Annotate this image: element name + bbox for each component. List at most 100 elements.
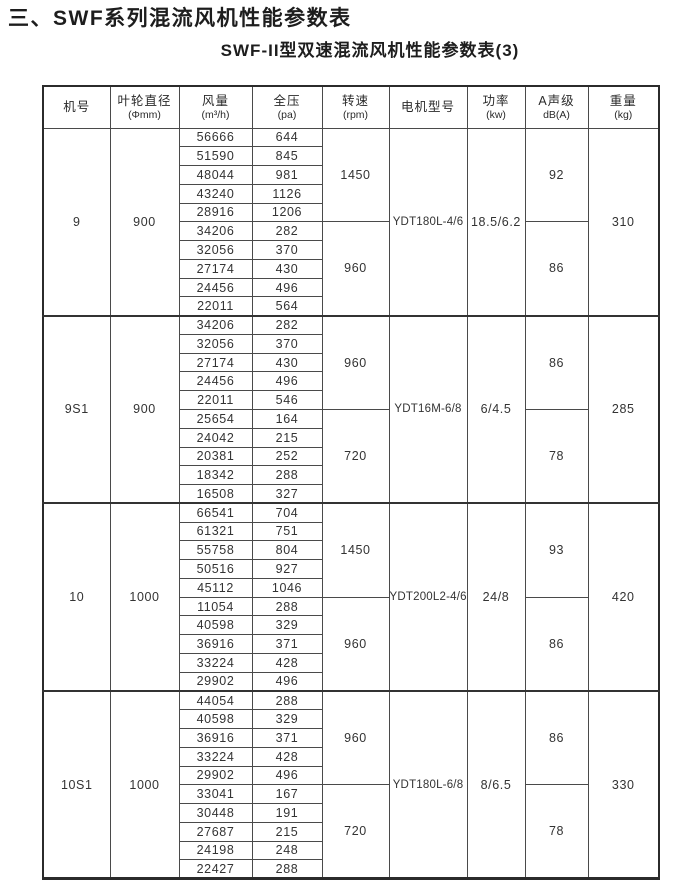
column-header-1: 叶轮直径 (Φmm) [109, 85, 180, 129]
cell-airflow: 32056 [178, 240, 253, 260]
table-row: 40598 329 [43, 709, 659, 729]
cell-motor-model: YDT180L-6/8 [388, 689, 468, 880]
cell-pressure: 282 [251, 221, 323, 242]
cell-pressure: 1126 [251, 183, 323, 204]
cell-pressure: 704 [251, 502, 323, 523]
cell-speed: 720 [321, 784, 390, 880]
cell-weight: 330 [587, 689, 660, 880]
table-row: 33041 167 720 78 [43, 784, 659, 880]
cell-pressure: 215 [251, 427, 323, 448]
cell-pressure: 282 [251, 314, 323, 335]
cell-motor-model: YDT200L2-4/6 [388, 502, 468, 692]
cell-airflow: 29902 [178, 671, 253, 692]
cell-weight: 285 [587, 314, 660, 504]
cell-pressure: 248 [251, 840, 323, 861]
cell-airflow: 36916 [178, 728, 253, 748]
column-header-0: 机号 [42, 85, 111, 129]
table-row: 24456 496 [43, 277, 659, 298]
cell-pressure: 371 [251, 728, 323, 748]
cell-pressure: 329 [251, 615, 323, 636]
table-row: 16508 327 [43, 484, 659, 504]
table-row: 22011 546 [43, 390, 659, 410]
cell-airflow: 11054 [178, 596, 253, 617]
cell-airflow: 27687 [178, 821, 253, 842]
column-header-name: 重量 [609, 93, 637, 108]
cell-airflow: 22011 [178, 296, 253, 317]
cell-pressure: 329 [251, 709, 323, 729]
cell-pressure: 428 [251, 746, 323, 767]
table-row: 36916 371 [43, 728, 659, 748]
cell-pressure: 981 [251, 165, 323, 185]
cell-pressure: 430 [251, 352, 323, 373]
cell-airflow: 56666 [178, 127, 253, 148]
cell-impeller-diameter: 1000 [109, 689, 180, 880]
cell-pressure: 371 [251, 634, 323, 654]
cell-motor-model: YDT180L-4/6 [388, 127, 468, 317]
table-subtitle: SWF-II型双速混流风机性能参数表(3) [220, 41, 520, 60]
cell-airflow: 22427 [178, 859, 253, 880]
table-row: 27174 430 [43, 258, 659, 279]
cell-pressure: 215 [251, 821, 323, 842]
cell-airflow: 20381 [178, 446, 253, 467]
column-header-2: 风量 (m³/h) [178, 85, 253, 129]
cell-pressure: 164 [251, 408, 323, 429]
column-header-name: 机号 [63, 99, 91, 114]
cell-motor-model: YDT16M-6/8 [388, 314, 468, 504]
header-row: 机号 叶轮直径 (Φmm) 风量 (m³/h) 全压 (pa) 转速 (rpm) 电机型号 功率 (k… [42, 85, 660, 129]
cell-model-no: 10S1 [42, 689, 111, 880]
cell-airflow: 33224 [178, 652, 253, 673]
cell-noise-level: 78 [524, 784, 589, 880]
cell-noise-level: 78 [524, 408, 589, 504]
cell-pressure: 751 [251, 521, 323, 542]
table-row: 29902 496 [43, 671, 659, 692]
cell-pressure: 370 [251, 333, 323, 354]
cell-power: 6/4.5 [466, 314, 526, 504]
cell-speed: 960 [321, 314, 390, 410]
table-row: 29902 496 [43, 765, 659, 786]
cell-impeller-diameter: 900 [109, 127, 180, 317]
table-row: 24456 496 [43, 371, 659, 392]
cell-airflow: 22011 [178, 390, 253, 410]
cell-airflow: 27174 [178, 258, 253, 279]
table-row: 10S1 1000 44054 288 960 YDT180L-6/8 8/6.5 86 330 [42, 689, 660, 880]
cell-airflow: 43240 [178, 183, 253, 204]
table-row: 48044 981 [43, 165, 659, 185]
cell-noise-level: 86 [524, 596, 589, 692]
cell-airflow: 40598 [178, 709, 253, 729]
cell-airflow: 51590 [178, 146, 253, 167]
cell-impeller-diameter: 1000 [109, 502, 180, 692]
cell-speed: 960 [321, 221, 390, 317]
cell-airflow: 28916 [178, 202, 253, 223]
cell-pressure: 1046 [251, 577, 323, 598]
column-header-4: 转速 (rpm) [321, 85, 390, 129]
cell-power: 8/6.5 [466, 689, 526, 880]
cell-model-no: 10 [42, 502, 111, 692]
cell-airflow: 66541 [178, 502, 253, 523]
cell-airflow: 45112 [178, 577, 253, 598]
table-row: 9 900 56666 644 1450 YDT180L-4/6 18.5/6.2 92 310 [42, 127, 660, 317]
cell-speed: 960 [321, 596, 390, 692]
cell-noise-level: 92 [524, 127, 589, 223]
cell-pressure: 644 [251, 127, 323, 148]
column-header-unit: (Φmm) [128, 108, 161, 121]
column-header-unit: (pa) [277, 108, 297, 121]
table-row: 27174 430 [43, 352, 659, 373]
cell-airflow: 24456 [178, 277, 253, 298]
cell-pressure: 288 [251, 465, 323, 486]
cell-model-no: 9 [42, 127, 111, 317]
cell-pressure: 496 [251, 671, 323, 692]
cell-pressure: 845 [251, 146, 323, 167]
cell-speed: 960 [321, 689, 390, 786]
column-header-unit: (m³/h) [201, 108, 230, 121]
column-header-name: 转速 [341, 93, 369, 108]
cell-pressure: 927 [251, 559, 323, 579]
cell-weight: 420 [587, 502, 660, 692]
cell-pressure: 430 [251, 258, 323, 279]
column-header-name: 功率 [482, 93, 510, 108]
cell-speed: 1450 [321, 127, 390, 223]
cell-pressure: 546 [251, 390, 323, 410]
page-title: 三、SWF系列混流风机性能参数表 [8, 7, 352, 30]
cell-weight: 310 [587, 127, 660, 317]
table-row: 27687 215 [43, 821, 659, 842]
cell-airflow: 61321 [178, 521, 253, 542]
